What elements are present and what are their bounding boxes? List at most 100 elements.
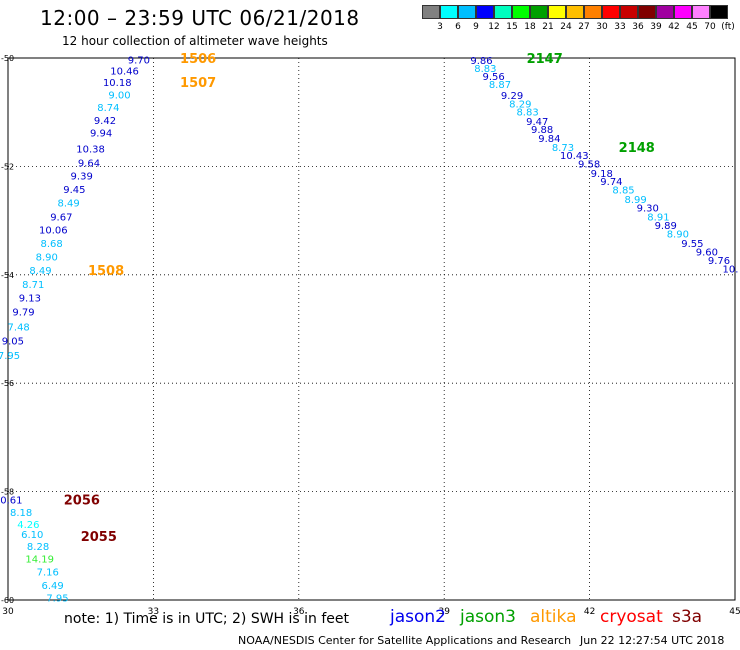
scale-swatch xyxy=(674,5,692,19)
scale-label: 39 xyxy=(650,22,662,32)
chart-title: 12:00 – 23:59 UTC 06/21/2018 xyxy=(40,6,360,30)
swh-data-label: 8.71 xyxy=(22,280,44,291)
scale-swatch xyxy=(422,5,440,19)
legend-cryosat: cryosat xyxy=(600,607,663,627)
x-tick-label: 33 xyxy=(148,607,159,617)
swh-data-label: 9.29 xyxy=(501,91,523,102)
x-tick-label: 36 xyxy=(293,607,305,617)
scale-label: 9 xyxy=(473,22,479,32)
scale-label: 70 xyxy=(704,22,716,32)
swh-data-label: 10.46 xyxy=(110,66,139,77)
swh-data-label: 8.99 xyxy=(625,195,647,206)
pass-time-label: 1508 xyxy=(88,264,124,279)
swh-data-label: 9.89 xyxy=(655,221,677,232)
scale-swatch xyxy=(620,5,638,19)
swh-data-label: 9.00 xyxy=(108,90,130,101)
legend-jason3: jason3 xyxy=(460,607,516,627)
y-tick-label: -58 xyxy=(1,488,14,497)
scale-label: 36 xyxy=(632,22,644,32)
legend-jason2: jason2 xyxy=(390,607,446,627)
swh-data-label: 9.67 xyxy=(50,212,72,223)
swh-data-label: 10.06 xyxy=(39,225,68,236)
scale-label: 15 xyxy=(506,22,518,32)
scale-swatch xyxy=(458,5,476,19)
y-tick-label: -50 xyxy=(1,54,14,63)
pass-time-label: 1506 xyxy=(180,52,216,67)
swh-data-label: 9.88 xyxy=(531,125,553,136)
swh-data-label: 7.48 xyxy=(8,322,30,333)
y-tick-label: -56 xyxy=(1,379,14,388)
scale-swatch xyxy=(584,5,602,19)
swh-data-label: 8.83 xyxy=(474,64,496,75)
swh-data-label: 10. xyxy=(722,264,738,275)
swh-data-label: 7.95 xyxy=(0,351,20,362)
swh-data-label: 8.49 xyxy=(29,266,51,277)
swh-data-label: 8.49 xyxy=(57,199,79,210)
swh-data-label: 8.28 xyxy=(27,542,49,553)
scale-label: 33 xyxy=(614,22,626,32)
credit-text: NOAA/NESDIS Center for Satellite Applica… xyxy=(238,634,572,647)
scale-swatch xyxy=(692,5,710,19)
swh-data-label: 9.79 xyxy=(12,308,34,319)
legend-s3a: s3a xyxy=(672,607,703,627)
footer-note: note: 1) Time is in UTC; 2) SWH is in fe… xyxy=(64,611,350,627)
swh-data-label: 8.91 xyxy=(647,212,669,223)
scale-label: 3 xyxy=(437,22,443,32)
swh-data-label: 9.05 xyxy=(2,336,24,347)
swh-data-label: 9.58 xyxy=(578,160,600,171)
y-tick-label: -52 xyxy=(1,162,14,171)
x-tick-label: 45 xyxy=(729,607,740,617)
pass-time-label: 2055 xyxy=(81,530,117,545)
swh-data-label: 8.73 xyxy=(552,143,574,154)
swh-data-label: 9.55 xyxy=(681,239,703,250)
swh-data-label: 9.86 xyxy=(470,56,492,67)
swh-data-label: 9.30 xyxy=(637,204,659,215)
scale-label: 24 xyxy=(560,22,572,32)
timestamp-text: Jun 22 12:27:54 UTC 2018 xyxy=(580,634,725,647)
swh-data-label: 9.56 xyxy=(483,72,505,83)
swh-data-label: 6.49 xyxy=(41,581,63,592)
x-tick-label: 30 xyxy=(2,607,14,617)
scale-swatch xyxy=(476,5,494,19)
swh-data-label: 8.90 xyxy=(36,252,58,263)
scale-swatch xyxy=(656,5,674,19)
swh-data-label: 8.85 xyxy=(612,186,634,197)
swh-data-label: 9.76 xyxy=(708,256,730,267)
scale-label: 6 xyxy=(455,22,461,32)
swh-data-label: 8.29 xyxy=(509,100,531,111)
pass-time-label: 2147 xyxy=(527,52,563,67)
swh-data-label: 10.61 xyxy=(0,496,23,507)
chart-subtitle: 12 hour collection of altimeter wave hei… xyxy=(62,34,328,48)
legend-altika: altika xyxy=(530,607,577,627)
swh-data-label: 8.18 xyxy=(10,508,32,519)
swh-data-label: 9.18 xyxy=(591,169,613,180)
pass-time-label: 1507 xyxy=(180,76,216,91)
swh-data-label: 9.45 xyxy=(63,185,85,196)
y-tick-label: -54 xyxy=(1,271,14,280)
scale-swatch xyxy=(548,5,566,19)
swh-data-label: 9.13 xyxy=(19,294,41,305)
swh-data-label: 14.19 xyxy=(25,554,54,565)
swh-data-label: 10.18 xyxy=(103,78,132,89)
swh-data-label: 9.47 xyxy=(526,117,548,128)
scale-label: 21 xyxy=(542,22,554,32)
swh-data-label: 9.84 xyxy=(538,134,560,145)
swh-data-label: 7.95 xyxy=(46,593,68,604)
scale-label: 12 xyxy=(488,22,500,32)
swh-data-label: 8.87 xyxy=(489,80,511,91)
scale-label: 18 xyxy=(524,22,536,32)
scale-swatch xyxy=(638,5,656,19)
scale-swatch xyxy=(602,5,620,19)
swh-data-label: 4.26 xyxy=(17,520,39,531)
swh-data-label: 9.74 xyxy=(600,177,622,188)
scale-swatch xyxy=(494,5,512,19)
pass-time-label: 2148 xyxy=(619,141,655,156)
swh-data-label: 7.16 xyxy=(37,567,59,578)
scale-swatch xyxy=(512,5,530,19)
scale-swatch xyxy=(566,5,584,19)
swh-data-label: 10.38 xyxy=(76,145,105,156)
swh-data-label: 8.74 xyxy=(97,103,119,114)
y-tick-label: -60 xyxy=(1,596,14,605)
swh-data-label: 9.64 xyxy=(78,159,100,170)
